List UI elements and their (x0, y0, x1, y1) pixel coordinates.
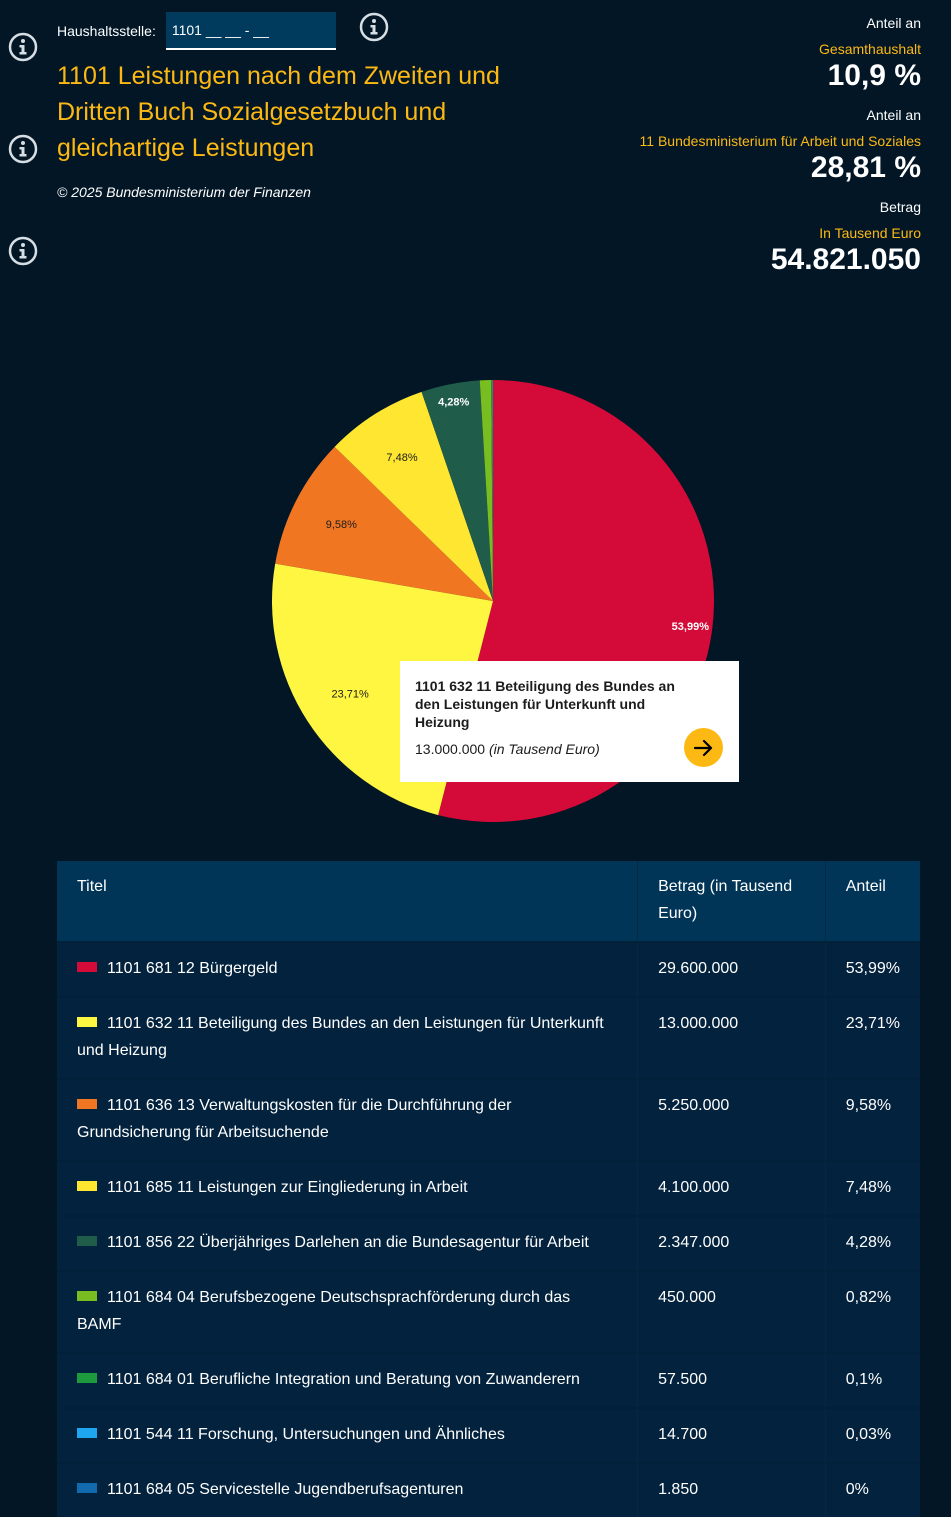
tooltip-title: 1101 632 11 Beteiligung des Bundes an de… (415, 677, 685, 731)
pie-slice-label: 4,28% (438, 397, 469, 409)
cell-titel: 1101 684 05 Servicestelle Jugendberufsag… (57, 1463, 638, 1517)
cell-titel: 1101 856 22 Überjähriges Darlehen an die… (57, 1216, 638, 1271)
cell-anteil: 53,99% (825, 942, 920, 997)
row-title: 1101 685 11 Leistungen zur Eingliederung… (107, 1179, 468, 1196)
row-title: 1101 684 01 Berufliche Integration und B… (107, 1371, 580, 1388)
cell-titel: 1101 684 04 Berufsbezogene Deutschsprach… (57, 1271, 638, 1353)
cell-betrag: 450.000 (638, 1271, 826, 1353)
cell-titel: 1101 632 11 Beteiligung des Bundes an de… (57, 997, 638, 1079)
cell-betrag: 57.500 (638, 1353, 826, 1408)
table-row[interactable]: 1101 856 22 Überjähriges Darlehen an die… (57, 1216, 920, 1271)
color-swatch (77, 1373, 97, 1383)
cell-betrag: 13.000.000 (638, 997, 826, 1079)
cell-titel: 1101 684 01 Berufliche Integration und B… (57, 1353, 638, 1408)
color-swatch (77, 1017, 97, 1027)
tooltip-value: 13.000.000 (in Tausend Euro) (415, 741, 724, 757)
row-title: 1101 632 11 Beteiligung des Bundes an de… (77, 1015, 604, 1059)
cell-anteil: 0% (825, 1463, 920, 1517)
arrow-right-icon (694, 739, 714, 757)
tooltip-amount: 13.000.000 (415, 741, 485, 757)
pie-slice-label: 9,58% (326, 519, 357, 531)
cell-betrag: 4.100.000 (638, 1161, 826, 1216)
chart-tooltip: 1101 632 11 Beteiligung des Bundes an de… (400, 661, 739, 782)
cell-betrag: 1.850 (638, 1463, 826, 1517)
table-row[interactable]: 1101 684 04 Berufsbezogene Deutschsprach… (57, 1271, 920, 1353)
table-row[interactable]: 1101 684 01 Berufliche Integration und B… (57, 1353, 920, 1408)
cell-titel: 1101 685 11 Leistungen zur Eingliederung… (57, 1161, 638, 1216)
row-title: 1101 684 04 Berufsbezogene Deutschsprach… (77, 1289, 570, 1333)
row-title: 1101 544 11 Forschung, Untersuchungen un… (107, 1426, 505, 1443)
color-swatch (77, 1099, 97, 1109)
cell-anteil: 0,82% (825, 1271, 920, 1353)
color-swatch (77, 1181, 97, 1191)
cell-titel: 1101 681 12 Bürgergeld (57, 942, 638, 997)
tooltip-unit: (in Tausend Euro) (489, 741, 600, 757)
table-header-row: Titel Betrag (in Tausend Euro) Anteil (57, 861, 920, 942)
color-swatch (77, 1236, 97, 1246)
table-row[interactable]: 1101 632 11 Beteiligung des Bundes an de… (57, 997, 920, 1079)
cell-anteil: 9,58% (825, 1079, 920, 1161)
color-swatch (77, 962, 97, 972)
row-title: 1101 856 22 Überjähriges Darlehen an die… (107, 1234, 589, 1251)
color-swatch (77, 1428, 97, 1438)
color-swatch (77, 1291, 97, 1301)
pie-slice-label: 7,48% (386, 452, 417, 464)
pie-slice-label: 53,99% (672, 621, 710, 633)
table-row[interactable]: 1101 684 05 Servicestelle Jugendberufsag… (57, 1463, 920, 1517)
column-header-betrag[interactable]: Betrag (in Tausend Euro) (638, 861, 826, 942)
row-title: 1101 684 05 Servicestelle Jugendberufsag… (107, 1481, 463, 1498)
column-header-anteil[interactable]: Anteil (825, 861, 920, 942)
column-header-titel[interactable]: Titel (57, 861, 638, 942)
cell-anteil: 0,1% (825, 1353, 920, 1408)
row-title: 1101 681 12 Bürgergeld (107, 960, 278, 977)
table-row[interactable]: 1101 544 11 Forschung, Untersuchungen un… (57, 1408, 920, 1463)
cell-anteil: 7,48% (825, 1161, 920, 1216)
cell-betrag: 29.600.000 (638, 942, 826, 997)
row-title: 1101 636 13 Verwaltungskosten für die Du… (77, 1097, 511, 1141)
table-row[interactable]: 1101 685 11 Leistungen zur Eingliederung… (57, 1161, 920, 1216)
cell-anteil: 23,71% (825, 997, 920, 1079)
pie-slice-label: 23,71% (332, 689, 370, 701)
color-swatch (77, 1483, 97, 1493)
cell-titel: 1101 636 13 Verwaltungskosten für die Du… (57, 1079, 638, 1161)
cell-titel: 1101 544 11 Forschung, Untersuchungen un… (57, 1408, 638, 1463)
cell-betrag: 2.347.000 (638, 1216, 826, 1271)
cell-betrag: 14.700 (638, 1408, 826, 1463)
table-row[interactable]: 1101 636 13 Verwaltungskosten für die Du… (57, 1079, 920, 1161)
tooltip-details-button[interactable] (684, 728, 723, 767)
cell-anteil: 0,03% (825, 1408, 920, 1463)
data-table: Titel Betrag (in Tausend Euro) Anteil 11… (57, 861, 920, 1517)
cell-anteil: 4,28% (825, 1216, 920, 1271)
cell-betrag: 5.250.000 (638, 1079, 826, 1161)
